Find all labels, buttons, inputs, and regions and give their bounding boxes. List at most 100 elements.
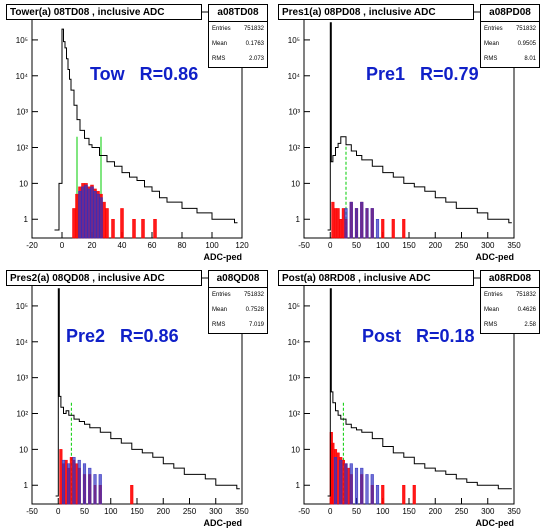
mean-label: Mean	[484, 307, 500, 313]
red-bar	[341, 208, 345, 239]
red-bar	[331, 201, 335, 239]
histogram-panel-pres1: 1 10 10² 10³ 10⁴ 10⁵ -50 0 50 100 150 200 250 300 350 …	[274, 2, 544, 266]
y-tick-label: 10²	[288, 410, 300, 419]
y-tick-label: 10	[19, 179, 28, 188]
y-tick-label: 10³	[288, 374, 300, 383]
red-bar	[402, 484, 406, 505]
blue-bar	[78, 191, 82, 239]
panel-title: Pres1(a) 08PD08 , inclusive ADC	[278, 4, 474, 20]
red-bar	[341, 459, 345, 505]
y-tick-label: 10⁵	[16, 302, 28, 311]
rms-label: RMS	[484, 322, 498, 328]
red-bar	[402, 218, 406, 239]
blue-bar	[360, 467, 364, 505]
red-bar	[75, 193, 79, 239]
rms-value: 7.019	[248, 322, 264, 328]
entries-value: 751832	[243, 26, 264, 32]
rms-value: 2.58	[524, 322, 536, 328]
y-tick-label: 10⁴	[288, 72, 301, 81]
red-bar	[59, 449, 63, 505]
blue-bar	[365, 208, 369, 239]
blue-bar	[349, 463, 353, 505]
x-tick-label: 50	[352, 507, 361, 516]
red-bar	[105, 208, 109, 239]
red-bar	[333, 208, 338, 239]
entries-value: 751832	[515, 26, 536, 32]
blue-bar	[98, 474, 102, 505]
histogram-name: a08RD08	[481, 271, 539, 288]
y-tick-label: 10	[19, 445, 28, 454]
x-tick-label: 200	[429, 241, 443, 250]
y-tick-label: 1	[296, 215, 301, 224]
stats-box: a08TD08 Entries 751832 Mean 0.1763 RMS 2.07…	[208, 4, 268, 68]
x-tick-label: 120	[235, 241, 249, 250]
blue-bar	[81, 186, 85, 239]
blue-bar	[87, 188, 91, 239]
blue-bar	[354, 208, 359, 239]
red-bar	[132, 218, 136, 239]
entries-value: 751832	[515, 292, 536, 298]
stats-box: a08QD08 Entries 751832 Mean 0.7528 RMS 7.01…	[208, 270, 268, 334]
histogram-panel-pres2: 1 10 10² 10³ 10⁴ 10⁵ -50 0 50 100 150 200 250 300 350 …	[2, 268, 272, 532]
red-bar	[75, 463, 79, 505]
stats-box: a08PD08 Entries 751832 Mean 0.9505 RMS 8.01	[480, 4, 540, 68]
y-tick-label: 10⁵	[288, 302, 300, 311]
blue-bar	[88, 467, 92, 505]
panel-title: Pres2(a) 08QD08 , inclusive ADC	[6, 270, 202, 286]
blue-bar	[344, 463, 348, 505]
red-bar	[130, 484, 134, 505]
rms-value: 2.073	[248, 56, 264, 62]
red-bar	[72, 208, 76, 239]
y-tick-label: 10⁵	[16, 36, 28, 45]
x-tick-label: 50	[80, 507, 89, 516]
y-tick-label: 10	[291, 179, 300, 188]
x-tick-label: 250	[455, 241, 469, 250]
entries-label: Entries	[212, 26, 231, 32]
y-tick-label: 10	[291, 445, 300, 454]
x-axis-label: ADC-ped	[203, 518, 243, 528]
blue-bar	[344, 208, 348, 239]
x-tick-label: -50	[26, 507, 38, 516]
mean-value: 0.7528	[245, 307, 264, 313]
ratio-label: Pre2 R=0.86	[66, 326, 179, 346]
red-bar	[141, 218, 145, 239]
histogram-name: a08PD08	[481, 5, 539, 22]
mean-value: 0.9505	[517, 41, 536, 47]
histogram-name: a08QD08	[209, 271, 267, 288]
blue-bar	[96, 193, 100, 239]
red-bar	[153, 218, 157, 239]
blue-bar	[90, 186, 94, 239]
rms-label: RMS	[212, 56, 226, 62]
red-bar	[69, 457, 73, 505]
inclusive-histogram-line	[327, 22, 512, 231]
x-tick-label: 100	[104, 507, 118, 516]
x-axis-label: ADC-ped	[475, 518, 515, 528]
red-bar	[381, 484, 385, 505]
y-tick-label: 10⁴	[288, 338, 301, 347]
x-tick-label: 300	[481, 507, 495, 516]
chart-area: 1 10 10² 10³ 10⁴ 10⁵ -50 0 50 100 150 200 250 300 350	[288, 277, 521, 516]
rms-value: 8.01	[524, 56, 536, 62]
blue-bar	[72, 457, 76, 505]
blue-bar	[77, 459, 81, 505]
x-tick-label: 250	[455, 507, 469, 516]
mean-label: Mean	[212, 307, 228, 313]
inclusive-histogram-line	[55, 288, 240, 497]
rms-label: RMS	[212, 322, 226, 328]
red-bar	[336, 452, 340, 505]
x-tick-label: 200	[429, 507, 443, 516]
x-tick-label: 300	[481, 241, 495, 250]
blue-bar	[84, 184, 88, 239]
x-axis-label: ADC-ped	[475, 252, 515, 262]
x-axis-label: ADC-ped	[203, 252, 243, 262]
blue-bar	[93, 191, 97, 239]
x-tick-label: 350	[235, 507, 249, 516]
blue-bar	[354, 467, 359, 505]
blue-bar	[333, 457, 338, 505]
blue-bar	[375, 484, 380, 505]
entries-label: Entries	[484, 26, 503, 32]
red-bar	[331, 442, 335, 505]
blue-bar	[82, 463, 87, 505]
blue-bar	[375, 218, 380, 239]
y-tick-label: 10⁴	[16, 72, 29, 81]
